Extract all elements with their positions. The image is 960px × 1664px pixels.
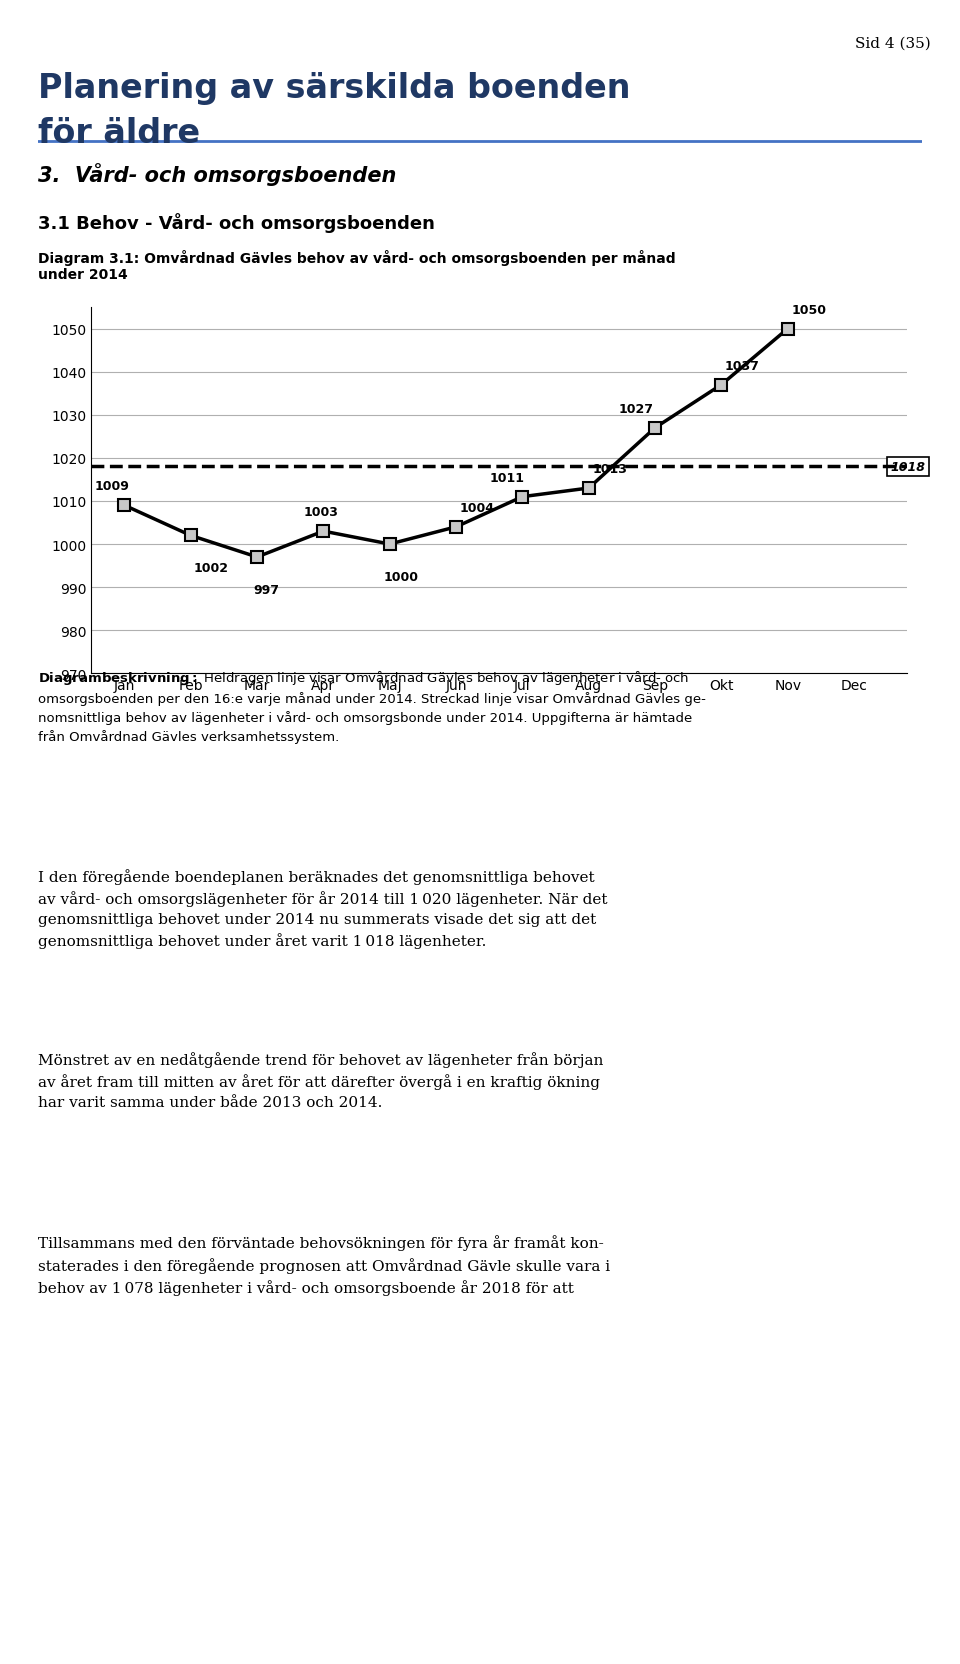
Text: 997: 997 bbox=[253, 584, 279, 596]
Text: 1018: 1018 bbox=[891, 461, 925, 474]
Text: 1037: 1037 bbox=[725, 359, 759, 373]
Text: under 2014: under 2014 bbox=[38, 268, 128, 281]
Text: 1009: 1009 bbox=[94, 479, 130, 493]
Text: 1011: 1011 bbox=[490, 471, 524, 484]
Text: 3.1 Behov - Vård- och omsorgsboenden: 3.1 Behov - Vård- och omsorgsboenden bbox=[38, 213, 435, 233]
Text: Diagram 3.1: Omvårdnad Gävles behov av vård- och omsorgsboenden per månad: Diagram 3.1: Omvårdnad Gävles behov av v… bbox=[38, 250, 676, 266]
Text: Tillsammans med den förväntade behovsökningen för fyra år framåt kon-
staterades: Tillsammans med den förväntade behovsökn… bbox=[38, 1235, 611, 1295]
Text: Planering av särskilda boenden: Planering av särskilda boenden bbox=[38, 72, 631, 105]
Text: Sid 4 (35): Sid 4 (35) bbox=[855, 37, 931, 50]
Text: Mönstret av en nedåtgående trend för behovet av lägenheter från början
av året f: Mönstret av en nedåtgående trend för beh… bbox=[38, 1052, 604, 1110]
Text: 1002: 1002 bbox=[194, 562, 229, 574]
Text: 1050: 1050 bbox=[791, 303, 827, 316]
Text: $\bf{Diagrambeskrivning:}$ Heldragen linje visar Omvårdnad Gävles behov av lägen: $\bf{Diagrambeskrivning:}$ Heldragen lin… bbox=[38, 669, 707, 744]
Text: I den föregående boendeplanen beräknades det genomsnittliga behovet
av vård- och: I den föregående boendeplanen beräknades… bbox=[38, 869, 608, 948]
Text: 1013: 1013 bbox=[592, 463, 627, 476]
Text: 1003: 1003 bbox=[303, 506, 338, 519]
Text: för äldre: för äldre bbox=[38, 116, 201, 150]
Text: 1004: 1004 bbox=[460, 501, 494, 514]
Text: 3.  Vård- och omsorgsboenden: 3. Vård- och omsorgsboenden bbox=[38, 163, 396, 186]
Text: 1000: 1000 bbox=[383, 571, 419, 584]
Text: 1027: 1027 bbox=[618, 403, 654, 416]
